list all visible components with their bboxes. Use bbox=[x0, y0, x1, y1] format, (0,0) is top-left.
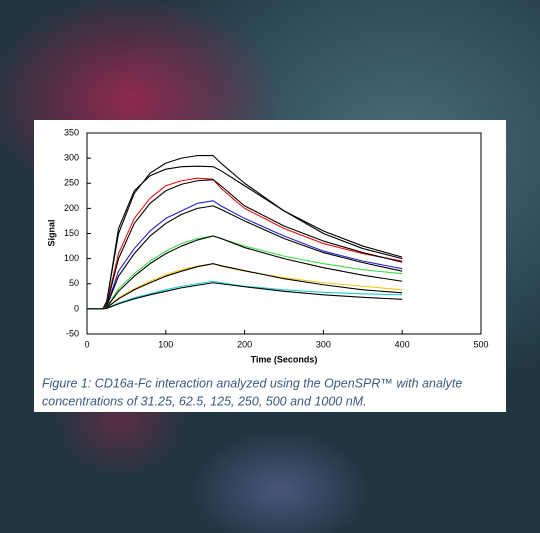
caption-line: concentrations of 31.25, 62.5, 125, 250,… bbox=[42, 394, 367, 408]
y-tick-label: 250 bbox=[64, 178, 79, 188]
x-tick-label: 200 bbox=[237, 339, 252, 349]
series-line bbox=[87, 235, 403, 310]
y-tick-label: 350 bbox=[64, 127, 79, 137]
y-tick-label: 200 bbox=[64, 203, 79, 213]
series-line bbox=[87, 263, 403, 310]
y-tick-label: 150 bbox=[64, 228, 79, 238]
series-line bbox=[87, 179, 403, 310]
caption-line: Figure 1: CD16a-Fc interaction analyzed … bbox=[42, 376, 462, 390]
x-tick-label: 100 bbox=[158, 339, 173, 349]
y-tick-label: -50 bbox=[66, 328, 79, 338]
series-line bbox=[87, 200, 403, 310]
x-axis-label: Time (Seconds) bbox=[251, 354, 318, 364]
y-tick-label: 100 bbox=[64, 253, 79, 263]
series-line bbox=[87, 282, 403, 310]
x-tick-label: 0 bbox=[84, 339, 89, 349]
y-tick-label: 50 bbox=[69, 278, 79, 288]
series-line bbox=[87, 205, 403, 310]
y-tick-label: 300 bbox=[64, 153, 79, 163]
y-axis-label: Signal bbox=[46, 219, 56, 246]
series-line bbox=[87, 177, 403, 310]
y-tick-label: 0 bbox=[74, 303, 79, 313]
series-line bbox=[87, 165, 403, 310]
series-line bbox=[87, 235, 403, 310]
card bbox=[34, 120, 506, 412]
x-tick-label: 400 bbox=[395, 339, 410, 349]
x-tick-label: 500 bbox=[473, 339, 488, 349]
x-tick-label: 300 bbox=[316, 339, 331, 349]
